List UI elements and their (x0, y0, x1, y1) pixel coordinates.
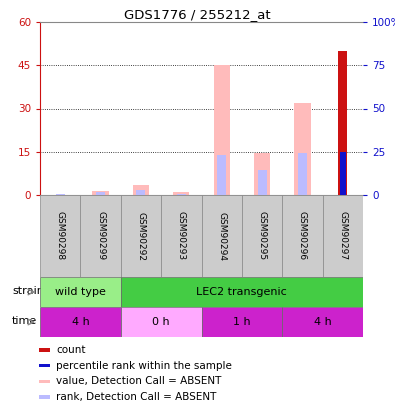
Bar (242, 195, 282, 277)
Bar (298, 153, 307, 195)
Bar (201, 195, 242, 277)
Bar (282, 195, 323, 277)
Bar (39, 379, 51, 383)
Bar (96, 192, 105, 195)
Text: GSM90293: GSM90293 (177, 211, 186, 260)
Text: 4 h: 4 h (314, 317, 331, 327)
Bar (323, 195, 363, 277)
Bar (340, 152, 346, 195)
Text: GSM90295: GSM90295 (258, 211, 267, 260)
Text: GSM90299: GSM90299 (96, 211, 105, 260)
Text: GSM90296: GSM90296 (298, 211, 307, 260)
Text: 1 h: 1 h (233, 317, 251, 327)
Text: GSM90292: GSM90292 (136, 211, 145, 260)
Bar (339, 51, 347, 195)
Text: GSM90294: GSM90294 (217, 211, 226, 260)
Text: time: time (12, 315, 37, 326)
Text: LEC2 transgenic: LEC2 transgenic (196, 287, 287, 297)
Text: percentile rank within the sample: percentile rank within the sample (56, 360, 232, 371)
Bar (201, 307, 282, 337)
Bar (39, 395, 51, 399)
Bar (294, 103, 310, 195)
Bar (177, 194, 186, 195)
Bar (121, 195, 161, 277)
Text: GSM90298: GSM90298 (56, 211, 65, 260)
Bar (217, 155, 226, 195)
Bar (92, 191, 109, 195)
Bar (40, 195, 80, 277)
Text: 4 h: 4 h (71, 317, 89, 327)
Bar (214, 65, 230, 195)
Bar (173, 192, 189, 195)
Bar (39, 364, 51, 367)
Text: rank, Detection Call = ABSENT: rank, Detection Call = ABSENT (56, 392, 216, 402)
Bar (282, 307, 363, 337)
Bar (121, 307, 201, 337)
Bar (40, 277, 121, 307)
Bar (258, 171, 267, 195)
Text: value, Detection Call = ABSENT: value, Detection Call = ABSENT (56, 376, 222, 386)
Text: wild type: wild type (55, 287, 106, 297)
Text: count: count (56, 345, 86, 355)
Text: GSM90297: GSM90297 (338, 211, 347, 260)
Bar (80, 195, 121, 277)
Bar (133, 185, 149, 195)
Text: GDS1776 / 255212_at: GDS1776 / 255212_at (124, 8, 271, 21)
Bar (137, 190, 145, 195)
Bar (39, 348, 51, 352)
Text: 0 h: 0 h (152, 317, 170, 327)
Bar (121, 277, 363, 307)
Bar (40, 307, 121, 337)
Bar (161, 195, 201, 277)
Text: strain: strain (12, 286, 44, 296)
Bar (56, 194, 65, 195)
Bar (254, 153, 270, 195)
